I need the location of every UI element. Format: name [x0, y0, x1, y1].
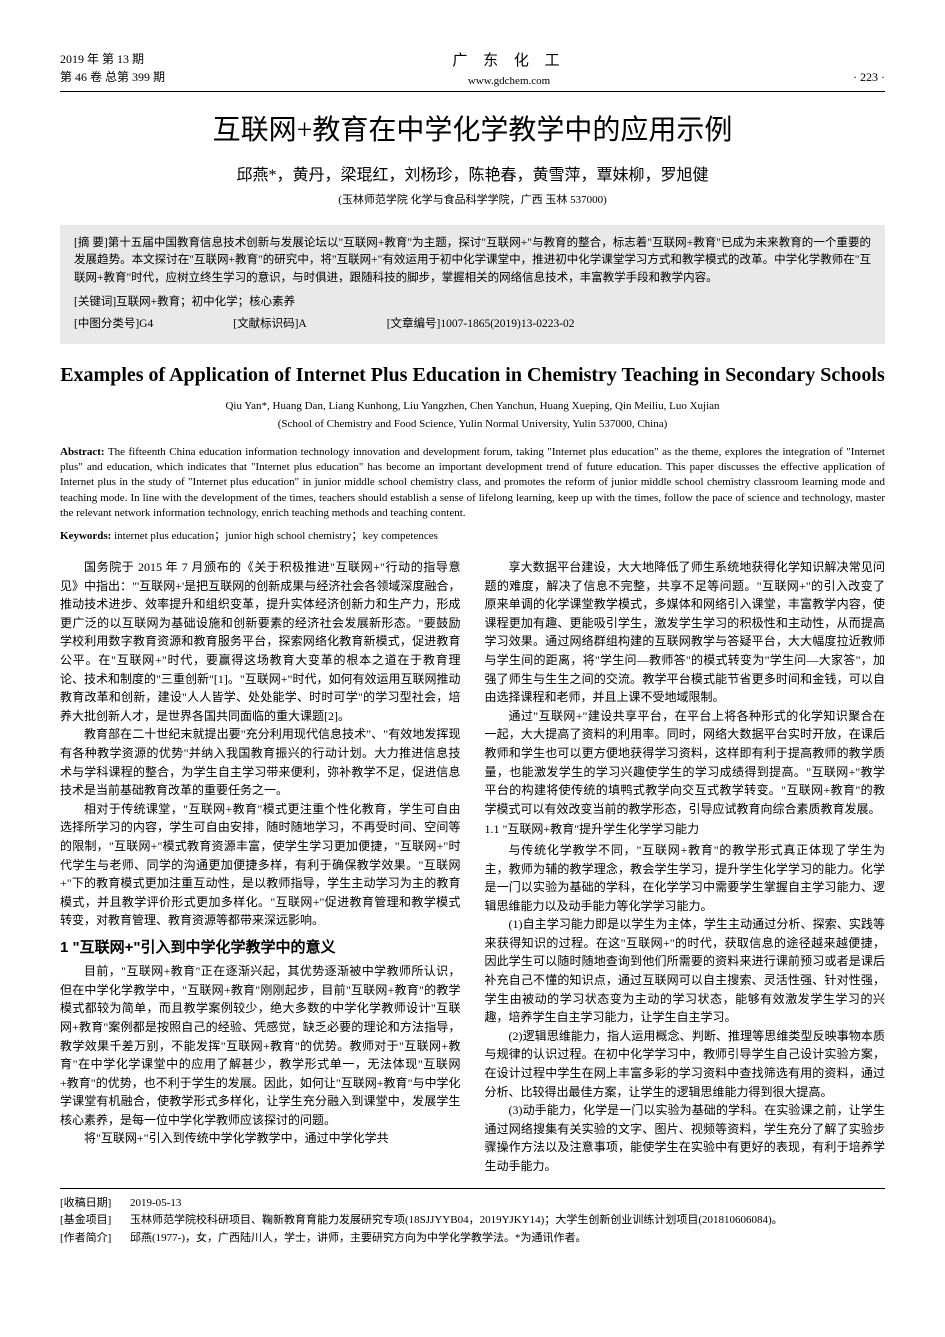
article-number: [文章编号]1007-1865(2019)13-0223-02 [387, 316, 575, 334]
keywords-en-label: Keywords: [60, 530, 111, 542]
page: 2019 年 第 13 期 第 46 卷 总第 399 期 广 东 化 工 ww… [0, 0, 945, 1287]
author-bio-row: [作者简介] 邱燕(1977-)，女，广西陆川人，学士，讲师，主要研究方向为中学… [60, 1230, 885, 1248]
abstract-cn-label: [摘 要] [74, 237, 108, 249]
body-columns: 国务院于 2015 年 7 月颁布的《关于积极推进"互联网+"行动的指导意见》中… [60, 558, 885, 1176]
body-paragraph: 通过"互联网+"建设共享平台，在平台上将各种形式的化学知识聚合在一起，大大提高了… [485, 707, 886, 819]
class-value: G4 [139, 318, 153, 330]
body-paragraph: 教育部在二十世纪末就提出要"充分利用现代信息技术"、"有效地发挥现有各种教学资源… [60, 725, 461, 799]
received-value: 2019-05-13 [130, 1195, 885, 1213]
doc-code-value: A [298, 318, 306, 330]
volume-total: 第 46 卷 总第 399 期 [60, 68, 165, 86]
doc-code-label: [文献标识码] [233, 318, 298, 330]
affiliation-en: (School of Chemistry and Food Science, Y… [60, 416, 885, 433]
abstract-cn: [摘 要]第十五届中国教育信息技术创新与发展论坛以"互联网+教育"为主题，探讨"… [74, 235, 871, 288]
article-title-cn: 互联网+教育在中学化学教学中的应用示例 [60, 110, 885, 152]
year-issue: 2019 年 第 13 期 [60, 50, 165, 68]
keywords-cn-row: [关键词]互联网+教育；初中化学；核心素养 [74, 294, 871, 312]
body-paragraph: 国务院于 2015 年 7 月颁布的《关于积极推进"互联网+"行动的指导意见》中… [60, 558, 461, 725]
authors-cn-text: 邱燕*，黄丹，梁琨红，刘杨珍，陈艳春，黄雪萍，覃妹柳，罗旭健 [236, 167, 708, 184]
body-paragraph: (3)动手能力，化学是一门以实验为基础的学科。在实验课之前，让学生通过网络搜集有… [485, 1101, 886, 1175]
abstract-block-cn: [摘 要]第十五届中国教育信息技术创新与发展论坛以"互联网+教育"为主题，探讨"… [60, 225, 885, 344]
body-paragraph: 将"互联网+"引入到传统中学化学教学中，通过中学化学共 [60, 1129, 461, 1148]
authors-cn: 邱燕*，黄丹，梁琨红，刘杨珍，陈艳春，黄雪萍，覃妹柳，罗旭健 [60, 164, 885, 188]
keywords-cn: 互联网+教育；初中化学；核心素养 [116, 296, 295, 308]
class-label: [中图分类号] [74, 318, 139, 330]
body-paragraph: (2)逻辑思维能力，指人运用概念、判断、推理等思维类型反映事物本质与规律的认识过… [485, 1027, 886, 1101]
body-paragraph: 享大数据平台建设，大大地降低了师生系统地获得化学知识解决常见问题的难度，解决了信… [485, 558, 886, 707]
abstract-en-label: Abstract: [60, 446, 105, 458]
footer-block: [收稿日期] 2019-05-13 [基金项目] 玉林师范学院校科研项目、鞠新教… [60, 1188, 885, 1248]
received-label: [收稿日期] [60, 1195, 130, 1213]
doc-code: [文献标识码]A [233, 316, 306, 334]
abstract-cn-text: 第十五届中国教育信息技术创新与发展论坛以"互联网+教育"为主题，探讨"互联网+"… [74, 237, 871, 285]
subsection-heading-1-1: 1.1 "互联网+教育"提升学生化学学习能力 [485, 820, 886, 839]
received-row: [收稿日期] 2019-05-13 [60, 1195, 885, 1213]
article-title-en: Examples of Application of Internet Plus… [60, 362, 885, 388]
class-number: [中图分类号]G4 [74, 316, 153, 334]
affiliation-cn: (玉林师范学院 化学与食品科学学院，广西 玉林 537000) [60, 192, 885, 209]
abstract-en: Abstract: The fifteenth China education … [60, 445, 885, 522]
section-heading-1: 1 "互联网+"引入到中学化学教学中的意义 [60, 936, 461, 959]
body-paragraph: (1)自主学习能力即是以学生为主体，学生主动通过分析、探索、实践等来获得知识的过… [485, 915, 886, 1027]
article-no-value: 1007-1865(2019)13-0223-02 [440, 318, 574, 330]
article-no-label: [文章编号] [387, 318, 441, 330]
body-paragraph: 目前，"互联网+教育"正在逐渐兴起，其优势逐渐被中学教师所认识，但在中学化学教学… [60, 962, 461, 1129]
fund-value: 玉林师范学院校科研项目、鞠新教育育能力发展研究专项(18SJJYYB04，201… [130, 1212, 885, 1230]
body-paragraph: 与传统化学教学不同，"互联网+教育"的教学形式真正体现了学生为主，教师为辅的教学… [485, 841, 886, 915]
abstract-en-text: The fifteenth China education informatio… [60, 446, 885, 520]
header-right: 223 [853, 50, 885, 86]
header-left: 2019 年 第 13 期 第 46 卷 总第 399 期 [60, 50, 165, 86]
running-header: 2019 年 第 13 期 第 46 卷 总第 399 期 广 东 化 工 ww… [60, 50, 885, 92]
keywords-cn-label: [关键词] [74, 296, 116, 308]
journal-url: www.gdchem.com [165, 73, 853, 90]
author-bio-value: 邱燕(1977-)，女，广西陆川人，学士，讲师，主要研究方向为中学化学教学法。*… [130, 1230, 885, 1248]
header-center: 广 东 化 工 www.gdchem.com [165, 50, 853, 89]
fund-row: [基金项目] 玉林师范学院校科研项目、鞠新教育育能力发展研究专项(18SJJYY… [60, 1212, 885, 1230]
page-number: 223 [853, 70, 885, 84]
body-paragraph: 相对于传统课堂，"互联网+教育"模式更注重个性化教育，学生可自由选择所学习的内容… [60, 800, 461, 930]
journal-name-cn: 广 东 化 工 [165, 50, 853, 73]
fund-label: [基金项目] [60, 1212, 130, 1230]
keywords-en: internet plus education；junior high scho… [114, 530, 438, 542]
authors-en: Qiu Yan*, Huang Dan, Liang Kunhong, Liu … [60, 398, 885, 415]
classification-row: [中图分类号]G4 [文献标识码]A [文章编号]1007-1865(2019)… [74, 316, 871, 334]
keywords-en-row: Keywords: internet plus education；junior… [60, 528, 885, 545]
author-bio-label: [作者简介] [60, 1230, 130, 1248]
